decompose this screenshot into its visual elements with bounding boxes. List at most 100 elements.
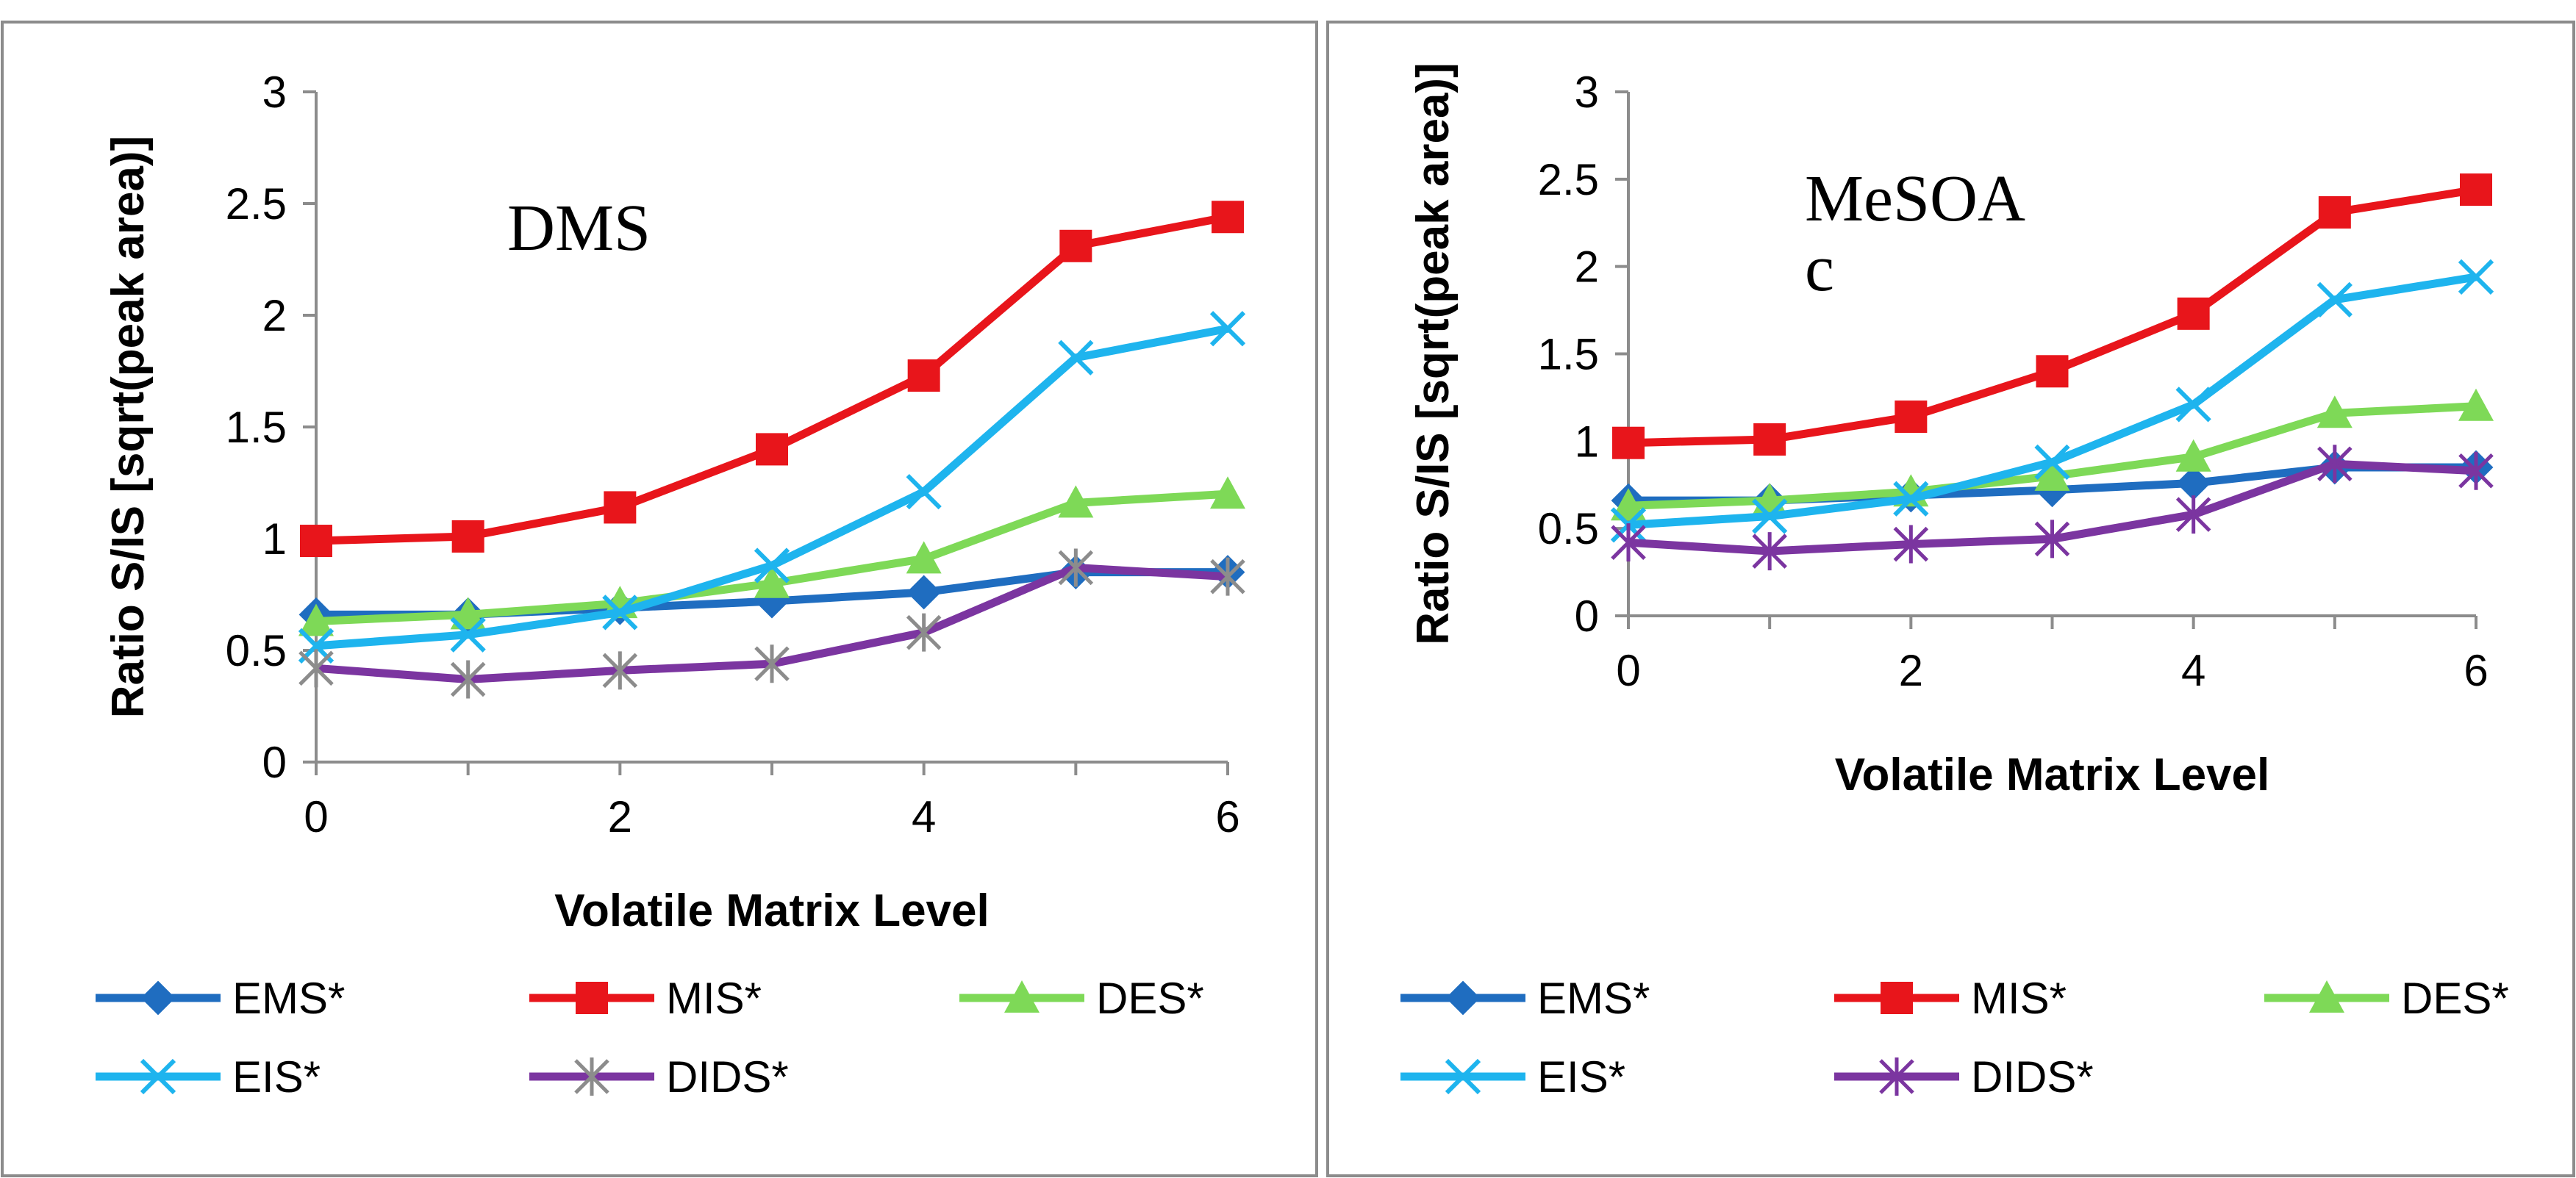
legend-marker bbox=[1879, 1057, 1914, 1096]
legend-label: DES* bbox=[1096, 974, 1204, 1023]
y-tick-label: 0 bbox=[1575, 592, 1599, 641]
chart-mesoa: 0 0.5 1 1.5 2 2.5 3 0 2 4 6 Volatile Matrix Level Ra… bbox=[1400, 62, 2509, 1102]
data-point bbox=[1893, 481, 1929, 517]
data-point bbox=[2034, 444, 2070, 480]
data-point bbox=[450, 660, 486, 699]
y-tick-label: 2 bbox=[262, 291, 287, 340]
data-point bbox=[754, 547, 790, 583]
y-tick-label: 3 bbox=[262, 68, 287, 117]
y-axis-title: Ratio S/IS [sqrt(peak area)] bbox=[103, 136, 154, 718]
data-point bbox=[754, 565, 790, 598]
legend-item: EMS* bbox=[1400, 974, 1650, 1023]
x-tick-label: 6 bbox=[2464, 646, 2488, 695]
legend-marker bbox=[574, 1057, 609, 1096]
data-point bbox=[906, 541, 942, 574]
data-point bbox=[604, 491, 637, 524]
legend-item: EMS* bbox=[96, 974, 345, 1023]
data-point bbox=[1210, 476, 1245, 509]
series-dids bbox=[298, 548, 1245, 699]
data-point bbox=[1212, 201, 1244, 234]
x-tick-label: 2 bbox=[1899, 646, 1923, 695]
legend-label: MIS* bbox=[666, 974, 762, 1023]
series-mis bbox=[1612, 173, 2492, 459]
data-point bbox=[2175, 439, 2211, 472]
series-eis bbox=[298, 311, 1246, 664]
y-tick-label: 3 bbox=[1575, 68, 1599, 117]
data-point bbox=[2034, 458, 2070, 491]
data-point bbox=[906, 613, 942, 652]
y-axis-title: Ratio S/IS [sqrt(peak area)] bbox=[1408, 62, 1459, 644]
legend-item: DIDS* bbox=[529, 1052, 789, 1102]
legend-item: EIS* bbox=[1400, 1052, 1625, 1102]
legend-item: EIS* bbox=[96, 1052, 321, 1102]
data-point bbox=[2034, 520, 2070, 559]
legend-label: DIDS* bbox=[1971, 1052, 2094, 1102]
series-mis bbox=[300, 201, 1244, 558]
data-point bbox=[2316, 395, 2353, 428]
data-point bbox=[1209, 311, 1246, 347]
data-point bbox=[1058, 548, 1094, 587]
data-point bbox=[1058, 485, 1094, 518]
x-tick-label: 0 bbox=[1616, 646, 1640, 695]
data-point bbox=[300, 525, 332, 558]
data-point bbox=[2458, 451, 2494, 490]
chart-dms: 0 0.5 1 1.5 2 2.5 3 0 2 4 6 Volatile Matrix Level Ra… bbox=[96, 68, 1246, 1102]
legend-label: MIS* bbox=[1971, 974, 2067, 1023]
legend-item: DIDS* bbox=[1834, 1052, 2094, 1102]
data-point bbox=[906, 474, 942, 510]
x-tick-label: 4 bbox=[2181, 646, 2205, 695]
legend-item: DES* bbox=[959, 974, 1204, 1023]
legend-label: EIS* bbox=[232, 1052, 321, 1102]
legend-marker bbox=[140, 1058, 176, 1095]
data-point bbox=[2317, 445, 2353, 484]
legend-marker bbox=[1881, 982, 1913, 1014]
data-point bbox=[602, 651, 638, 690]
data-point bbox=[1893, 525, 1929, 564]
legend-marker bbox=[1445, 980, 1481, 1016]
data-point bbox=[2458, 388, 2494, 421]
data-point bbox=[2458, 259, 2494, 295]
series-eis bbox=[1610, 259, 2494, 543]
legend-label: EIS* bbox=[1537, 1052, 1625, 1102]
y-tick-label: 0.5 bbox=[226, 626, 287, 675]
data-point bbox=[2316, 281, 2353, 317]
data-point bbox=[1752, 498, 1788, 534]
legend-label: DIDS* bbox=[666, 1052, 789, 1102]
y-tick-label: 0 bbox=[262, 738, 287, 787]
data-point bbox=[1611, 523, 1646, 562]
data-point bbox=[1752, 532, 1787, 571]
y-tick-label: 2 bbox=[1575, 243, 1599, 292]
y-tick-label: 0.5 bbox=[1538, 504, 1599, 553]
panel-right-frame bbox=[1326, 21, 2575, 1177]
data-point bbox=[1612, 426, 1645, 459]
y-tick-label: 2.5 bbox=[226, 179, 287, 229]
x-axis-title: Volatile Matrix Level bbox=[554, 886, 990, 936]
y-tick-label: 1.5 bbox=[226, 403, 287, 452]
data-point bbox=[1058, 340, 1094, 376]
y-tick-label: 2.5 bbox=[1538, 155, 1599, 204]
chart-annotation: c bbox=[1805, 232, 1834, 305]
y-tick-label: 1.5 bbox=[1538, 330, 1599, 379]
data-point bbox=[2177, 297, 2210, 330]
data-point bbox=[298, 649, 334, 688]
data-point bbox=[450, 597, 486, 630]
data-point bbox=[906, 575, 942, 610]
data-point bbox=[1210, 557, 1245, 596]
chart-annotation: DMS bbox=[507, 192, 651, 265]
data-point bbox=[2175, 387, 2211, 423]
x-tick-label: 0 bbox=[304, 792, 328, 841]
data-point bbox=[298, 603, 334, 636]
data-point bbox=[451, 520, 484, 553]
y-tick-label: 1 bbox=[1575, 417, 1599, 466]
y-tick-label: 1 bbox=[262, 514, 287, 564]
data-point bbox=[2175, 495, 2211, 534]
data-point bbox=[2318, 195, 2351, 229]
data-point bbox=[1059, 229, 1092, 262]
data-point bbox=[756, 433, 788, 466]
legend-label: DES* bbox=[2401, 974, 2509, 1023]
data-point bbox=[602, 595, 638, 631]
legend-marker bbox=[576, 982, 608, 1014]
data-point bbox=[754, 644, 790, 683]
data-point bbox=[1611, 488, 1646, 521]
